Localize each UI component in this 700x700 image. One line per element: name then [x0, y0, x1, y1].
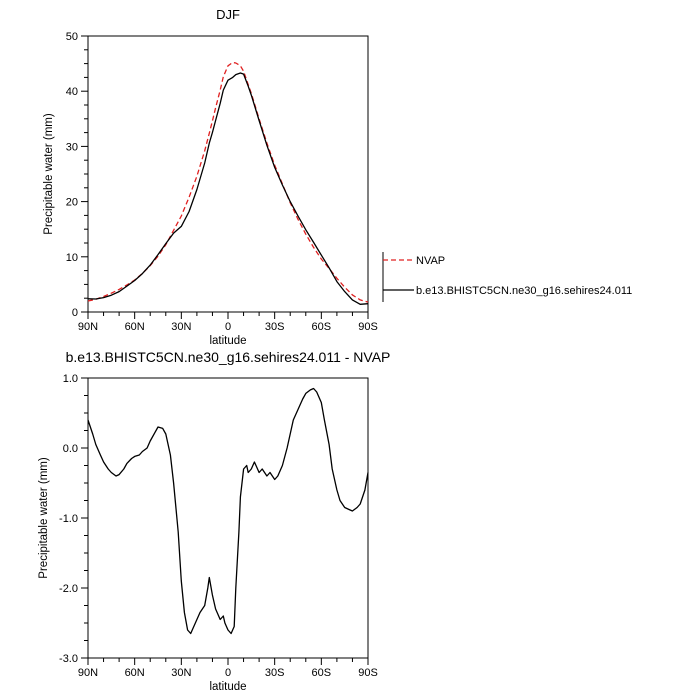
y-tick-label: -1.0: [59, 513, 78, 525]
series-line-0: [87, 387, 369, 635]
x-tick-label: 30S: [265, 667, 285, 679]
legend-label: NVAP: [416, 255, 445, 267]
x-axis-label: latitude: [209, 335, 246, 345]
x-tick-label: 30S: [265, 321, 285, 333]
x-tick-label: 90N: [78, 667, 98, 679]
y-tick-label: 40: [66, 86, 78, 98]
chart-title: DJF: [216, 7, 240, 22]
y-axis-label: Precipitable water (mm): [43, 113, 55, 235]
y-tick-label: -3.0: [59, 653, 78, 665]
y-tick-label: 0: [72, 307, 78, 319]
x-tick-label: 90N: [78, 321, 98, 333]
x-tick-label: 0: [225, 321, 231, 333]
x-tick-label: 90S: [358, 321, 378, 333]
y-tick-label: 20: [66, 197, 78, 209]
x-tick-label: 60S: [312, 321, 332, 333]
x-axis-label: latitude: [209, 681, 246, 693]
y-tick-label: 10: [66, 252, 78, 264]
y-tick-label: 1.0: [63, 373, 78, 385]
plot-frame: [87, 35, 369, 313]
x-tick-label: 60N: [125, 667, 145, 679]
x-tick-label: 60N: [125, 321, 145, 333]
y-tick-label: -2.0: [59, 583, 78, 595]
x-tick-label: 60S: [312, 667, 332, 679]
series-line-1: [87, 72, 369, 305]
x-tick-label: 90S: [358, 667, 378, 679]
y-tick-label: 30: [66, 141, 78, 153]
series-line-0: [87, 61, 369, 303]
y-tick-label: 50: [66, 31, 78, 43]
djf-zonal-mean-chart: 90N 60N 30N 0 30S 60S 90S 0 10 20 30 40 50 DJF latitud…: [43, 7, 632, 345]
legend-label: b.e13.BHISTC5CN.ne30_g16.sehires24.011: [416, 285, 632, 297]
y-tick-label: 0.0: [63, 443, 78, 455]
chart-title: b.e13.BHISTC5CN.ne30_g16.sehires24.011 -…: [66, 349, 391, 365]
x-tick-label: 30N: [171, 667, 191, 679]
x-tick-label: 0: [225, 667, 231, 679]
y-axis-label: Precipitable water (mm): [38, 457, 50, 579]
legend: NVAP b.e13.BHISTC5CN.ne30_g16.sehires24.0…: [382, 252, 632, 302]
model-minus-obs-difference-chart: 90N 60N 30N 0 30S 60S 90S -3.0 -2.0 -1.0 0.0 1.0 b.e…: [38, 349, 391, 693]
x-tick-label: 30N: [171, 321, 191, 333]
plot-frame: [87, 377, 369, 659]
